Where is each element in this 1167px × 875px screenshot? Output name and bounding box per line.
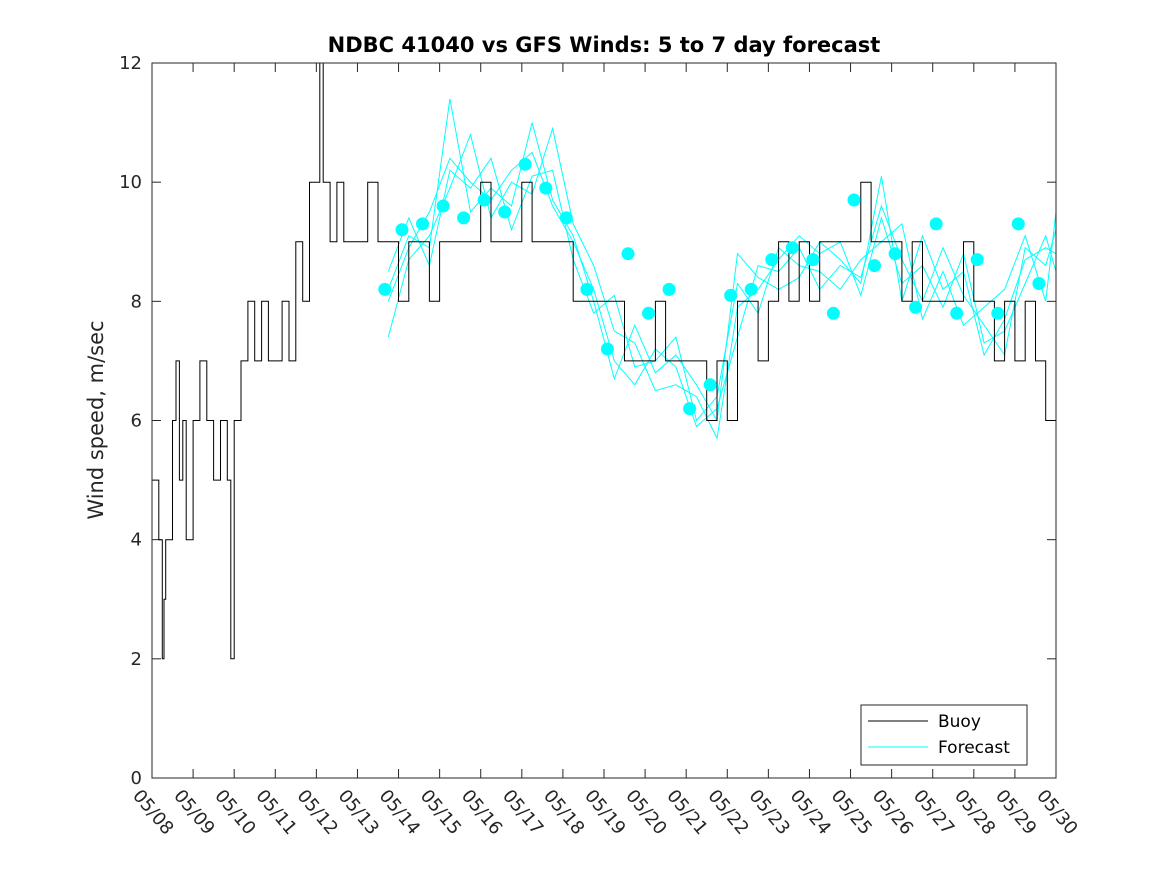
forecast-marker [703,378,717,392]
y-tick-label: 4 [131,530,142,551]
forecast-marker [580,282,594,296]
plot-area [152,63,1056,778]
forecast-marker [378,282,392,296]
y-tick-label: 0 [131,768,142,789]
forecast-marker [744,282,758,296]
y-tick-label: 10 [119,172,142,193]
forecast-marker [888,247,902,261]
forecast-marker [970,253,984,267]
buoy-series-line [152,62,1056,660]
forecast-marker [395,223,409,237]
y-tick-label: 6 [131,411,142,432]
legend-buoy-label: Buoy [938,712,981,732]
plot-frame [151,62,1057,779]
y-tick-label: 2 [131,649,142,670]
forecast-marker [642,306,655,320]
forecast-marker [621,247,635,261]
forecast-marker [416,217,429,231]
forecast-marker [683,402,697,416]
chart-title: NDBC 41040 vs GFS Winds: 5 to 7 day fore… [328,33,881,57]
forecast-marker [498,205,512,219]
forecast-marker [929,217,943,231]
forecast-markers-group [378,157,1046,416]
y-tick-label: 8 [131,291,142,312]
forecast-marker [950,306,964,320]
forecast-marker [457,211,471,225]
forecast-marker [600,342,614,356]
forecast-marker [826,306,840,320]
forecast-marker [847,193,861,207]
forecast-marker [559,211,573,225]
forecast-marker [806,253,820,267]
forecast-marker [477,193,491,207]
forecast-marker [991,306,1005,320]
forecast-marker [539,181,553,195]
forecast-marker [724,288,738,302]
forecast-marker [518,157,532,171]
forecast-marker [662,282,676,296]
forecast-marker [868,259,881,273]
forecast-marker [1011,217,1025,231]
legend: Buoy Forecast [860,704,1028,766]
forecast-marker [785,241,799,255]
forecast-marker [436,199,450,213]
forecast-marker [909,300,923,314]
legend-box [860,704,1028,766]
forecast-marker [765,253,779,267]
buoy-line-group [152,62,1056,660]
y-axis: 0 2 4 6 8 10 12 [119,53,1056,789]
y-axis-label: Wind speed, m/sec [84,320,108,519]
forecast-series-line [387,98,1057,423]
legend-forecast-label: Forecast [938,738,1010,758]
y-tick-label: 12 [119,53,142,74]
forecast-marker [1032,277,1046,290]
